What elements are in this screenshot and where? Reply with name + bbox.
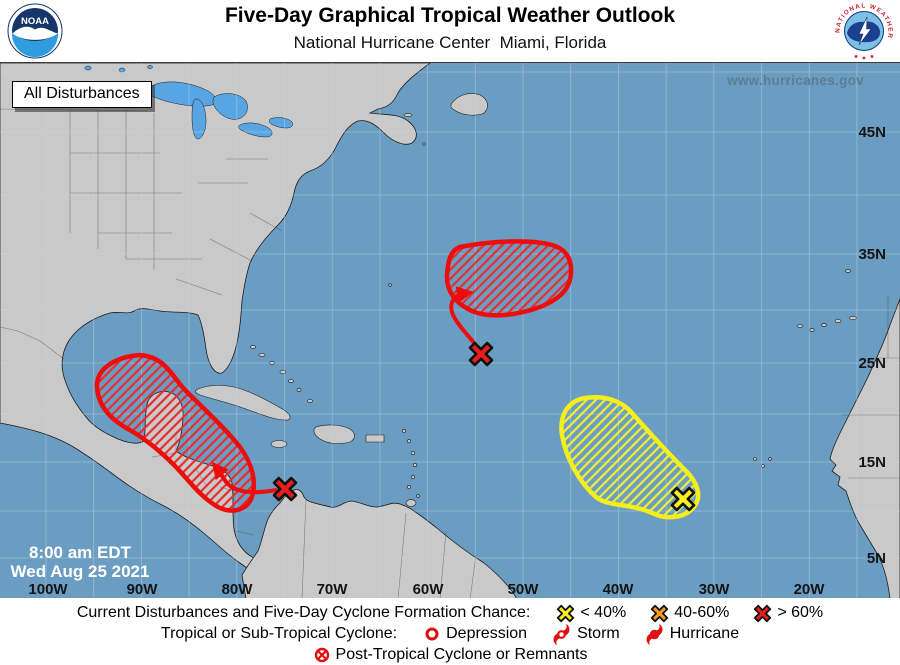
type-item-hurricane: Hurricane xyxy=(644,623,740,645)
lat-label: 35N xyxy=(858,246,886,263)
depression-label: Depression xyxy=(446,625,528,642)
lon-label: 80W xyxy=(222,581,254,598)
lon-label: 70W xyxy=(317,581,349,598)
hurricane-icon xyxy=(646,623,663,645)
page-subtitle: National Hurricane Center Miami, Florida xyxy=(293,33,607,52)
motion-arrow-1 xyxy=(211,461,278,495)
cuba-island xyxy=(195,385,291,421)
jamaica-island xyxy=(270,440,288,448)
lake-ontario xyxy=(269,117,293,129)
lesser-antilles-islands xyxy=(402,429,420,507)
formation-chance-label: Current Disturbances and Five-Day Cyclon… xyxy=(76,604,531,622)
chance-40-60-label: 40-60% xyxy=(674,604,730,622)
chance-40-60-x-icon xyxy=(651,604,669,622)
lon-label: 60W xyxy=(413,581,445,598)
disturbance-area-3[interactable] xyxy=(559,395,701,520)
puerto-rico-island xyxy=(365,434,385,443)
legend-row-post-tropical: Post-Tropical Cyclone or Remnants xyxy=(0,645,900,665)
post-tropical-item: Post-Tropical Cyclone or Remnants xyxy=(313,645,588,664)
disturbance-areas xyxy=(94,239,701,520)
latitude-labels: 45N 35N 25N 15N 5N xyxy=(858,124,886,567)
header: NOAA Five-Day Graphical Tropical Weather… xyxy=(0,0,900,62)
atlantic-islands xyxy=(388,142,857,468)
lake-huron xyxy=(212,93,248,120)
lakes xyxy=(84,65,293,140)
lat-label: 15N xyxy=(858,454,886,471)
disturbance-area-2[interactable] xyxy=(444,239,574,318)
noaa-logo-text: NOAA xyxy=(21,16,49,27)
chance-gt60-x-icon xyxy=(754,604,772,622)
hurricanes-gov-watermark: www.hurricanes.gov xyxy=(727,73,864,88)
type-item-depression: Depression xyxy=(423,625,527,643)
lake-michigan xyxy=(191,98,207,140)
lon-label: 30W xyxy=(699,581,731,598)
post-tropical-label: Post-Tropical Cyclone or Remnants xyxy=(335,645,588,663)
storm-label: Storm xyxy=(577,625,620,642)
cyclone-type-label: Tropical or Sub-Tropical Cyclone: xyxy=(160,625,398,642)
chance-item-gt60: > 60% xyxy=(753,604,823,623)
lat-label: 5N xyxy=(867,550,886,567)
timestamp-date: Wed Aug 25 2021 xyxy=(10,562,150,581)
chance-gt60-label: > 60% xyxy=(777,604,824,622)
outlook-map: 45N 35N 25N 15N 5N 100W 90W 80W 70W 60W … xyxy=(0,62,900,599)
legend: Current Disturbances and Five-Day Cyclon… xyxy=(0,598,900,665)
depression-icon xyxy=(425,627,439,641)
pei-island xyxy=(403,113,413,117)
lake-erie xyxy=(238,122,273,138)
storm-icon xyxy=(552,623,571,645)
post-tropical-icon xyxy=(314,647,329,662)
lon-label: 40W xyxy=(603,581,635,598)
lon-label: 50W xyxy=(508,581,540,598)
page-title: Five-Day Graphical Tropical Weather Outl… xyxy=(224,4,676,27)
timestamp-time: 8:00 am EDT xyxy=(28,543,132,562)
noaa-logo: NOAA xyxy=(7,3,63,59)
lon-label: 20W xyxy=(794,581,826,598)
chance-lt40-label: < 40% xyxy=(580,604,627,622)
type-item-storm: Storm xyxy=(551,623,620,645)
longitude-labels: 100W 90W 80W 70W 60W 50W 40W 30W 20W xyxy=(28,581,825,598)
legend-row-formation-chance: Current Disturbances and Five-Day Cyclon… xyxy=(0,603,900,624)
legend-row-cyclone-types: Tropical or Sub-Tropical Cyclone: Depres… xyxy=(0,623,900,645)
chance-lt40-x-icon xyxy=(557,604,575,622)
hurricane-label: Hurricane xyxy=(669,625,740,642)
lon-label: 90W xyxy=(127,581,159,598)
lat-label: 45N xyxy=(858,124,886,141)
issuance-timestamp: 8:00 am EDT Wed Aug 25 2021 xyxy=(10,543,150,581)
lat-label: 25N xyxy=(858,355,886,372)
chance-item-lt40: < 40% xyxy=(556,604,626,623)
africa-land xyxy=(829,298,900,599)
lon-label: 100W xyxy=(28,581,68,598)
hispaniola-island xyxy=(313,424,355,444)
chance-item-40-60: 40-60% xyxy=(650,604,729,623)
nws-logo: NATIONAL WEATHER SERVICE xyxy=(834,2,893,60)
all-disturbances-label: All Disturbances xyxy=(12,81,152,108)
motion-arrow-2 xyxy=(449,286,480,350)
newfoundland-island xyxy=(450,93,488,116)
